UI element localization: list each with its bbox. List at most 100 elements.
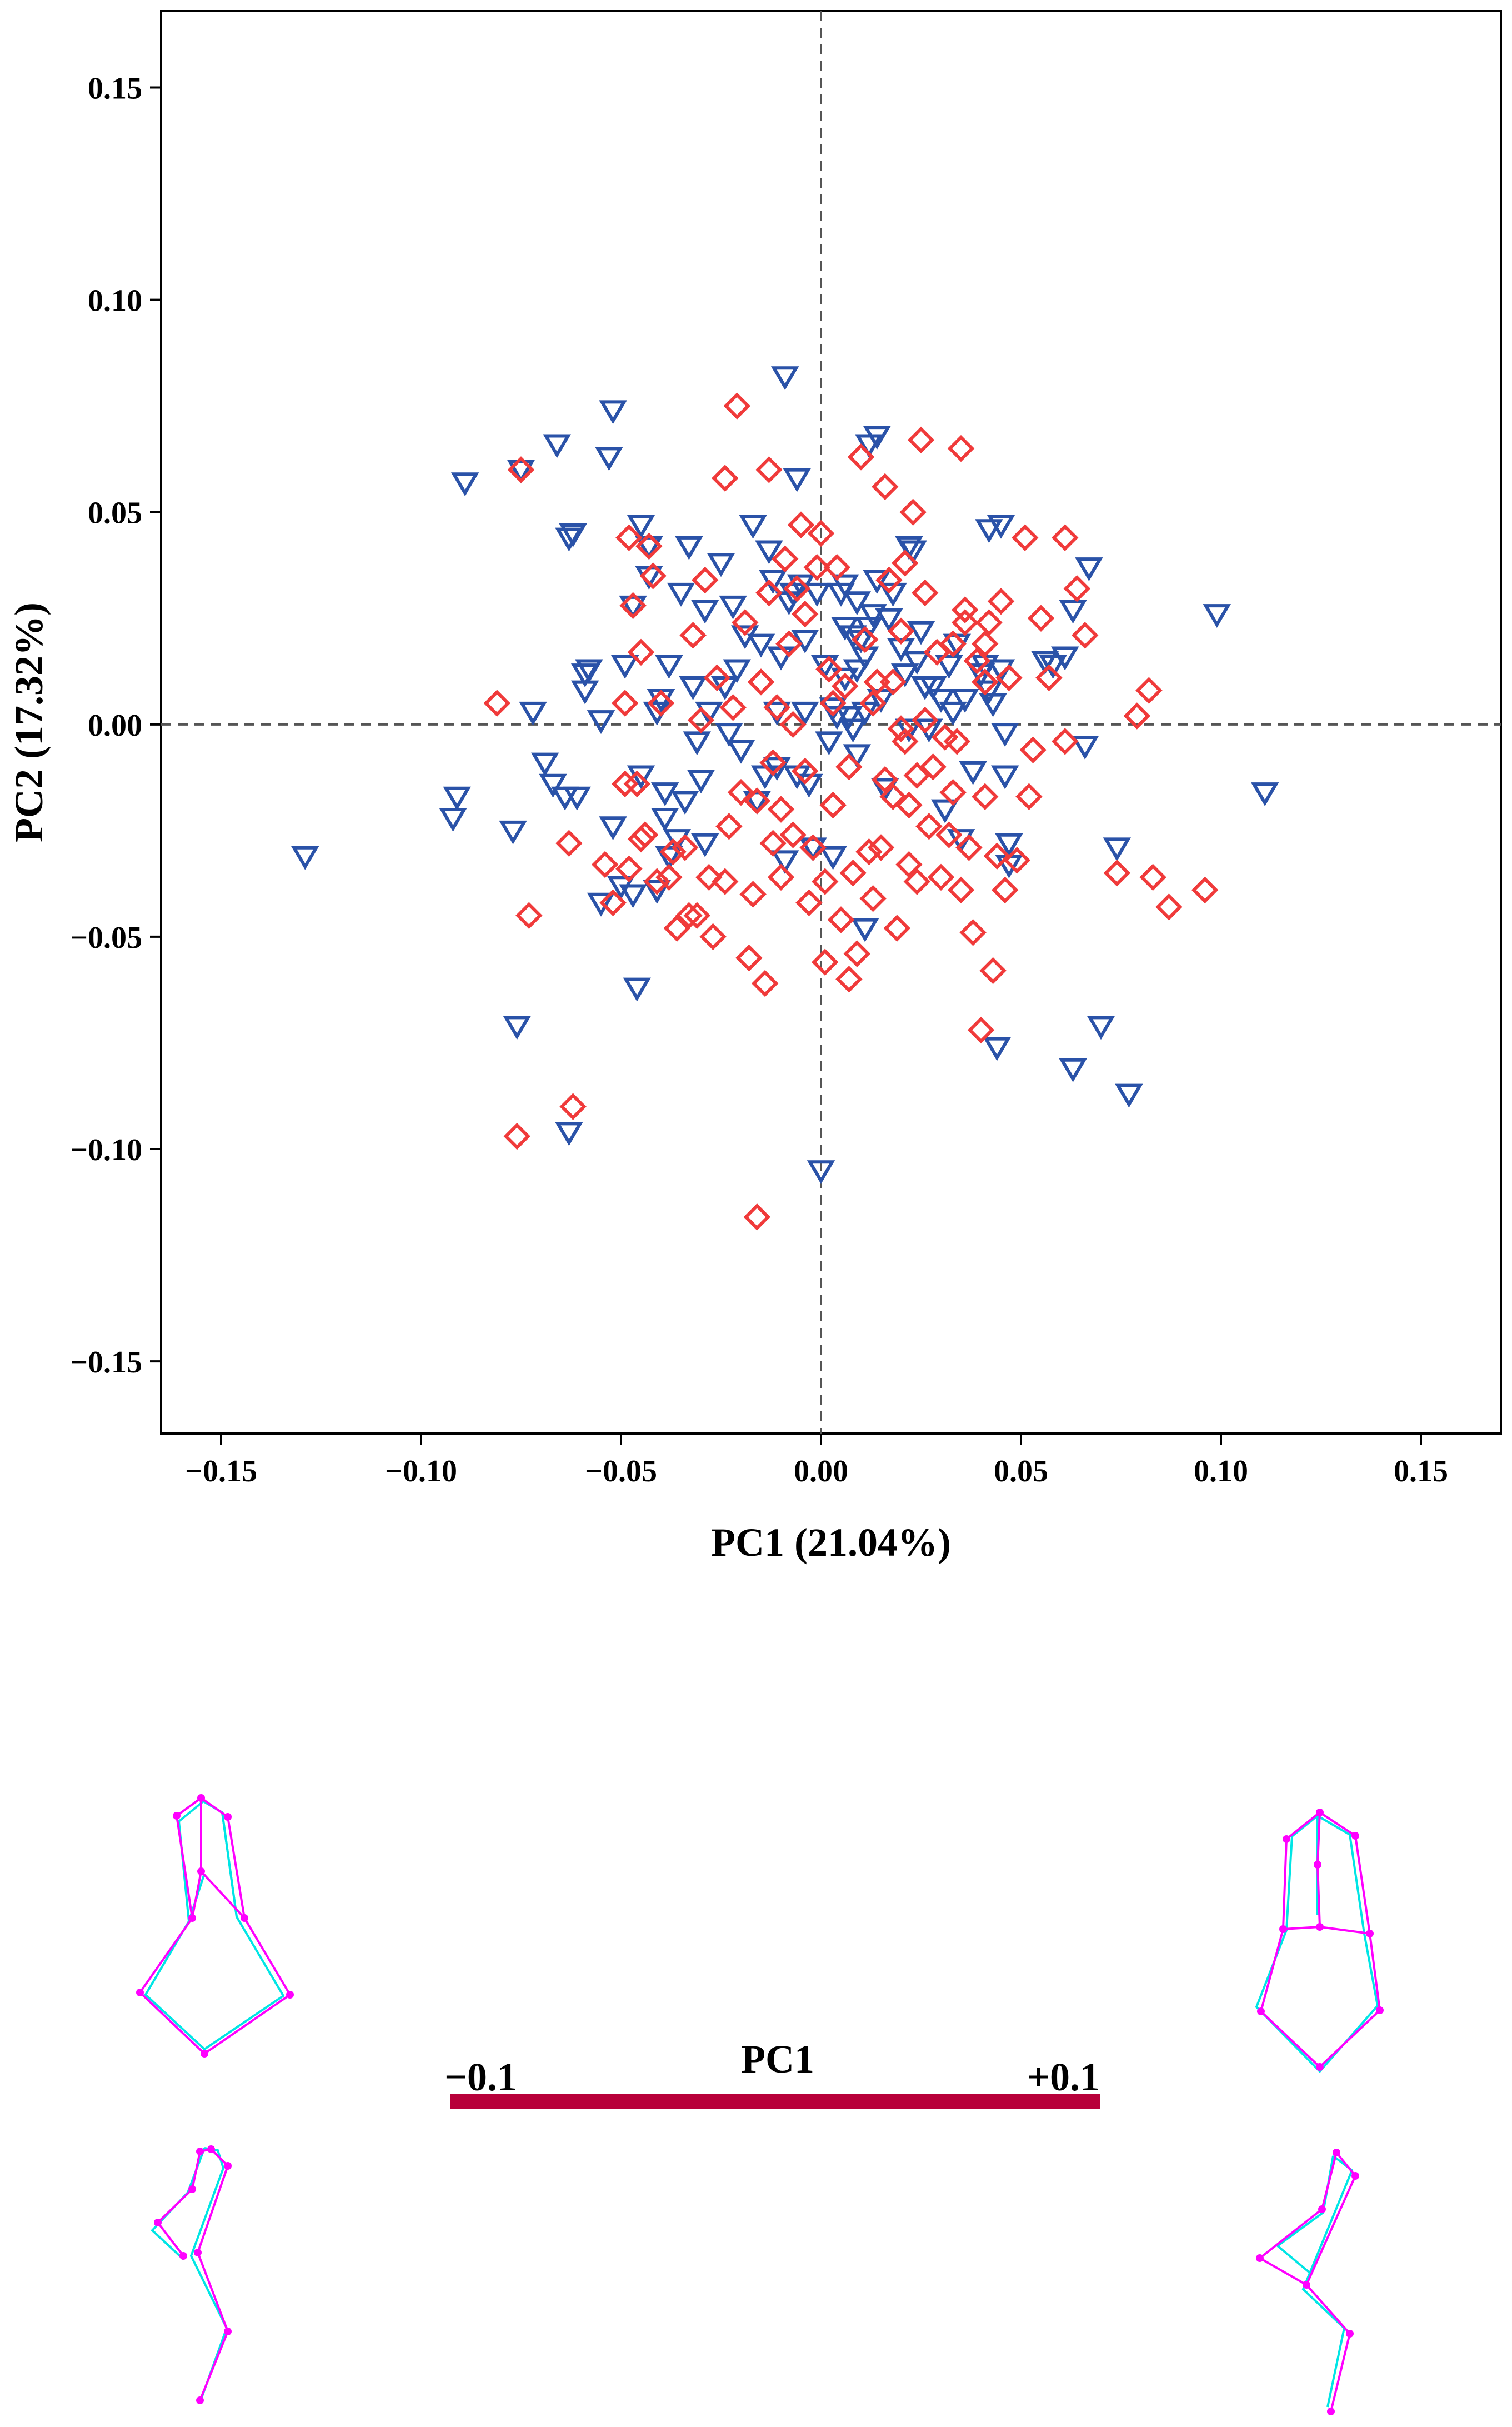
data-point — [679, 676, 707, 700]
data-point — [587, 710, 615, 735]
data-point — [755, 579, 783, 607]
data-point — [990, 765, 1019, 790]
data-point — [631, 821, 659, 848]
data-point — [659, 838, 687, 866]
data-point — [855, 838, 883, 866]
data-point — [783, 575, 811, 602]
data-point — [667, 582, 695, 607]
data-point — [927, 688, 955, 713]
data-point — [723, 659, 752, 683]
data-point — [650, 782, 679, 807]
data-point — [990, 723, 1019, 747]
landmark-dot — [197, 1867, 205, 1875]
data-point — [1250, 782, 1279, 807]
data-point — [563, 786, 592, 811]
landmark-dot — [194, 2249, 202, 2256]
data-point — [1103, 860, 1131, 887]
data-point — [1051, 524, 1079, 551]
plot-frame — [160, 10, 1502, 1435]
landmark-dot — [1333, 2149, 1340, 2156]
landmark-dot — [1314, 1861, 1321, 1869]
data-point — [955, 834, 983, 861]
data-point — [899, 498, 927, 526]
data-point — [639, 562, 667, 590]
data-point — [835, 966, 863, 993]
data-point — [783, 468, 812, 492]
data-point — [871, 473, 899, 501]
landmark-dot — [1366, 1930, 1374, 1937]
data-point — [643, 880, 672, 904]
data-point — [930, 799, 959, 823]
data-point — [723, 392, 751, 420]
series-2 — [483, 392, 1219, 1231]
data-point — [875, 608, 903, 632]
data-point — [975, 609, 1003, 636]
data-point — [787, 511, 815, 538]
data-point — [443, 786, 472, 811]
data-point — [931, 723, 959, 751]
data-point — [887, 715, 915, 742]
y-tick-label: 0.00 — [88, 708, 142, 743]
data-point — [519, 701, 547, 726]
data-point — [915, 812, 943, 840]
landmark-dot — [224, 1813, 232, 1821]
data-point — [891, 550, 919, 577]
pc1-scale-bar: PC1 −0.1 +0.1 — [444, 2037, 1100, 2109]
landmark-dot — [1346, 2330, 1354, 2338]
data-point — [743, 791, 772, 815]
data-point — [1139, 863, 1166, 891]
data-point — [843, 940, 871, 967]
data-point — [770, 850, 799, 875]
data-point — [530, 752, 559, 777]
data-point — [615, 855, 643, 882]
data-point — [1051, 728, 1079, 755]
data-point — [831, 672, 859, 700]
data-point — [947, 876, 975, 904]
data-point — [859, 885, 887, 912]
data-point — [799, 834, 827, 861]
data-point — [1011, 524, 1039, 551]
landmark-dot — [1351, 1832, 1359, 1840]
y-axis-title: PC2 (17.32%) — [7, 602, 51, 842]
data-point — [987, 587, 1015, 615]
data-point — [711, 868, 739, 895]
landmark-dot — [197, 1794, 205, 1802]
data-point — [979, 693, 1007, 717]
data-point — [623, 770, 651, 798]
landmark-dot — [1303, 2281, 1310, 2289]
data-point — [591, 851, 619, 878]
data-point — [507, 456, 535, 483]
data-point — [911, 706, 939, 734]
data-point — [755, 456, 783, 483]
wireframe-top-left — [138, 1796, 292, 2055]
landmark-dot — [286, 1991, 294, 1999]
data-point — [775, 630, 803, 657]
data-point — [731, 609, 759, 636]
data-point — [799, 837, 827, 862]
data-point — [683, 902, 711, 929]
data-point — [559, 523, 587, 547]
data-point — [1087, 1016, 1115, 1040]
x-tick-label: 0.05 — [994, 1454, 1048, 1489]
data-point — [947, 435, 975, 462]
data-point — [439, 807, 467, 832]
data-point — [995, 664, 1023, 692]
data-point — [767, 863, 795, 891]
data-point — [739, 881, 767, 908]
data-point — [755, 540, 783, 565]
data-point — [695, 863, 723, 891]
y-tick-label: 0.10 — [88, 284, 142, 318]
data-point — [715, 812, 743, 840]
data-point — [1019, 736, 1047, 763]
data-point — [815, 656, 843, 683]
data-point — [863, 570, 892, 594]
data-point — [887, 638, 915, 662]
data-point — [975, 519, 1003, 543]
data-point — [951, 609, 979, 636]
pc1-bar-title: PC1 — [741, 2037, 814, 2081]
data-point — [499, 820, 527, 845]
data-point — [570, 680, 599, 705]
data-point — [727, 778, 755, 806]
data-point — [963, 647, 991, 675]
